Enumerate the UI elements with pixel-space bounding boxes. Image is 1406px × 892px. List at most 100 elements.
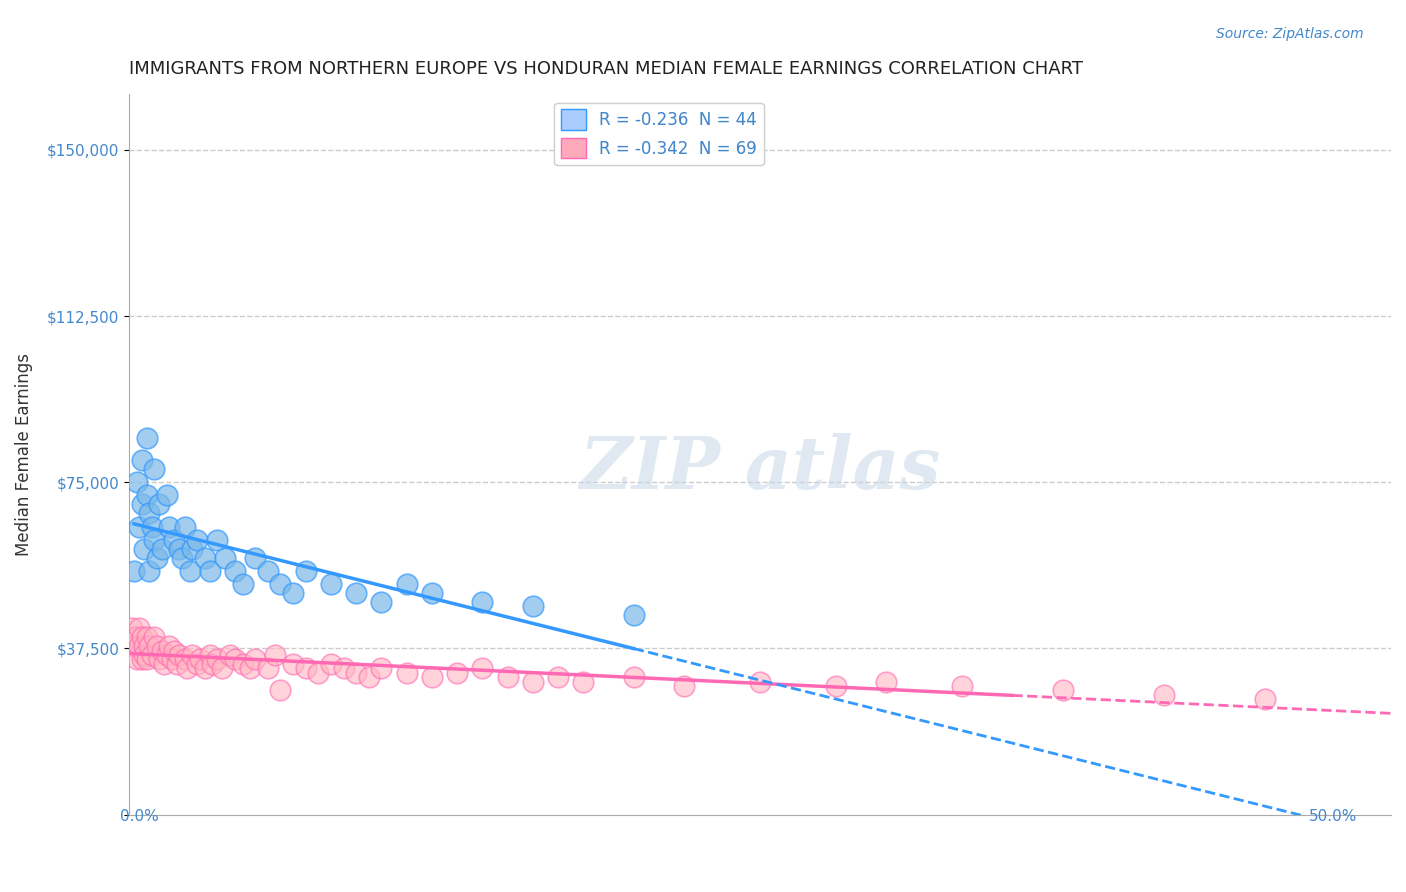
Point [344,586,367,600]
Point [824,679,846,693]
Point [307,665,329,680]
Point [281,657,304,671]
Point [194,661,217,675]
Point [224,564,246,578]
Point [122,639,145,653]
Point [153,657,176,671]
Point [145,639,167,653]
Point [148,652,170,666]
Point [156,648,179,662]
Point [281,586,304,600]
Point [186,657,208,671]
Point [173,519,195,533]
Point [319,577,342,591]
Point [232,657,254,671]
Point [135,431,157,445]
Point [370,661,392,675]
Point [395,665,418,680]
Point [446,665,468,680]
Point [264,648,287,662]
Point [207,652,229,666]
Text: 0.0%: 0.0% [120,809,159,823]
Point [163,533,186,547]
Point [143,630,166,644]
Point [125,630,148,644]
Point [188,652,211,666]
Point [166,657,188,671]
Point [145,550,167,565]
Point [201,657,224,671]
Point [243,550,266,565]
Point [163,643,186,657]
Text: IMMIGRANTS FROM NORTHERN EUROPE VS HONDURAN MEDIAN FEMALE EARNINGS CORRELATION C: IMMIGRANTS FROM NORTHERN EUROPE VS HONDU… [129,60,1083,78]
Point [128,639,150,653]
Point [125,475,148,490]
Point [207,533,229,547]
Point [128,622,150,636]
Point [157,519,180,533]
Point [135,488,157,502]
Point [269,577,291,591]
Point [522,599,544,614]
Point [294,564,316,578]
Point [134,639,156,653]
Point [138,506,160,520]
Point [357,670,380,684]
Point [522,674,544,689]
Point [122,630,145,644]
Text: ZIP atlas: ZIP atlas [579,434,941,504]
Point [420,586,443,600]
Point [156,488,179,502]
Y-axis label: Median Female Earnings: Median Female Earnings [15,353,32,556]
Point [319,657,342,671]
Point [143,462,166,476]
Point [176,661,198,675]
Text: Source: ZipAtlas.com: Source: ZipAtlas.com [1216,27,1364,41]
Point [131,497,153,511]
Point [572,674,595,689]
Point [256,661,278,675]
Point [131,630,153,644]
Point [169,541,191,556]
Point [160,652,183,666]
Point [547,670,569,684]
Point [170,550,193,565]
Point [128,519,150,533]
Point [395,577,418,591]
Point [219,648,242,662]
Point [131,652,153,666]
Point [169,648,191,662]
Point [370,595,392,609]
Point [173,652,195,666]
Point [673,679,696,693]
Point [141,648,163,662]
Point [224,652,246,666]
Point [420,670,443,684]
Point [950,679,973,693]
Legend: R = -0.236  N = 44, R = -0.342  N = 69: R = -0.236 N = 44, R = -0.342 N = 69 [554,103,763,165]
Point [138,564,160,578]
Point [157,639,180,653]
Point [875,674,897,689]
Point [194,550,217,565]
Point [471,661,494,675]
Point [1153,688,1175,702]
Point [496,670,519,684]
Point [122,564,145,578]
Point [332,661,354,675]
Point [131,453,153,467]
Point [150,541,173,556]
Point [198,648,221,662]
Point [344,665,367,680]
Point [121,622,143,636]
Point [294,661,316,675]
Point [471,595,494,609]
Point [239,661,262,675]
Point [141,519,163,533]
Point [232,577,254,591]
Point [134,541,156,556]
Point [269,683,291,698]
Point [179,564,201,578]
Point [143,533,166,547]
Point [181,648,204,662]
